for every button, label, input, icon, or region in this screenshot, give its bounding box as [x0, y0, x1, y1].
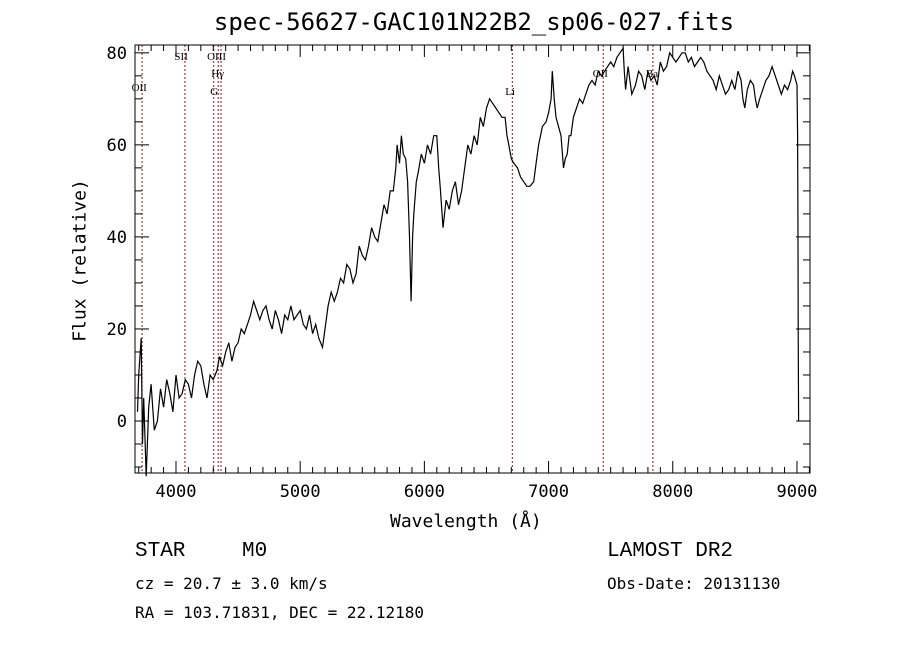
- y-tick-label: 60: [107, 136, 127, 156]
- spectral-subclass: M0: [242, 540, 268, 563]
- spectral-line-label: Ba: [646, 68, 658, 80]
- spectral-line-label: G: [210, 86, 218, 98]
- y-tick-label: 80: [107, 44, 127, 64]
- chart-title: spec-56627-GAC101N22B2_sp06-027.fits: [213, 8, 735, 36]
- spectral-line-label: SII: [174, 51, 188, 63]
- spectral-line-label: OIII: [207, 51, 226, 63]
- ra-dec: RA = 103.71831, DEC = 22.12180: [135, 603, 424, 622]
- survey-name: LAMOST DR2: [607, 540, 734, 563]
- spectral-line-label: Hγ: [211, 68, 224, 80]
- y-axis-label: Flux (relative): [69, 179, 91, 342]
- x-tick-label: 7000: [528, 482, 569, 502]
- x-tick-label: 6000: [404, 482, 445, 502]
- spectral-line-label: Li: [505, 86, 515, 98]
- plot-frame: [134, 44, 811, 474]
- y-tick-label: 40: [107, 228, 127, 248]
- x-tick-label: 5000: [280, 482, 321, 502]
- y-tick-label: 0: [117, 412, 127, 432]
- redshift-cz: cz = 20.7 ± 3.0 km/s: [135, 574, 328, 593]
- spectrum-line: [136, 46, 800, 477]
- y-tick-label: 20: [107, 320, 127, 340]
- spectral-class: STAR: [135, 540, 186, 563]
- obs-date: Obs-Date: 20131130: [607, 574, 781, 593]
- spectral-line-label: OII: [132, 82, 148, 94]
- x-tick-label: 4000: [156, 482, 197, 502]
- x-tick-label: 8000: [652, 482, 693, 502]
- x-tick-label: 9000: [776, 482, 817, 502]
- x-axis-label: Wavelength (Å): [390, 511, 542, 532]
